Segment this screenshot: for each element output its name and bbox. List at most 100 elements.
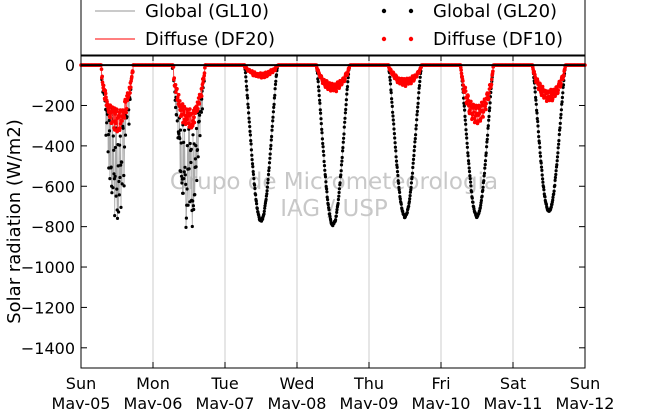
global-gl20-point xyxy=(179,141,183,145)
global-gl20-point xyxy=(464,132,468,136)
global-gl20-point xyxy=(479,203,483,207)
global-gl20-point xyxy=(180,181,184,185)
global-gl20-point xyxy=(184,216,188,220)
diffuse-df10-point xyxy=(559,81,563,86)
diffuse-df10-point xyxy=(129,85,133,90)
x-tick-label-day: Sun xyxy=(570,374,600,393)
global-gl20-point xyxy=(535,111,539,115)
diffuse-df10-point xyxy=(487,91,491,95)
diffuse-df10-point xyxy=(180,102,185,106)
global-gl20-point xyxy=(561,85,565,89)
global-gl20-point xyxy=(488,101,492,105)
diffuse-df10-point xyxy=(468,108,472,112)
global-gl20-point xyxy=(533,86,537,90)
diffuse-df10-point xyxy=(103,88,108,93)
global-gl20-point xyxy=(177,132,181,136)
global-gl20-point xyxy=(189,160,193,165)
global-gl20-point xyxy=(414,123,418,127)
global-gl20-point xyxy=(554,169,558,173)
global-gl20-point xyxy=(555,155,560,159)
global-gl20-point xyxy=(560,102,564,106)
global-gl20-point xyxy=(255,206,259,211)
global-gl20-point xyxy=(413,140,417,144)
global-gl20-point xyxy=(325,195,329,199)
global-gl20-point xyxy=(105,121,109,125)
diffuse-df10-point xyxy=(486,96,491,100)
diffuse-df10-point xyxy=(484,107,488,112)
global-gl20-point xyxy=(558,121,562,125)
global-gl20-point xyxy=(559,108,564,112)
global-gl20-point xyxy=(179,169,183,174)
global-gl20-point xyxy=(408,194,412,198)
global-gl20-point xyxy=(339,169,343,173)
global-gl20-point xyxy=(555,163,559,167)
global-gl20-point xyxy=(410,171,415,175)
global-gl20-point xyxy=(343,120,347,124)
global-gl20-point xyxy=(557,142,561,146)
diffuse-df10-point xyxy=(562,73,566,77)
global-gl20-point xyxy=(417,86,421,90)
global-gl20-point xyxy=(388,75,392,79)
global-gl20-point xyxy=(271,115,275,119)
global-gl20-point xyxy=(342,132,346,136)
global-gl20-point xyxy=(121,126,125,130)
global-gl20-point xyxy=(484,153,488,158)
diffuse-df10-point xyxy=(176,92,181,97)
diffuse-df10-point xyxy=(535,79,540,83)
y-tick-label: −600 xyxy=(31,177,75,196)
x-axis: SunMay-05MonMay-06TueMay-07WedMay-08ThuM… xyxy=(52,55,614,409)
global-gl20-point xyxy=(536,119,540,124)
diffuse-df10-point xyxy=(556,88,560,93)
global-gl20-point xyxy=(266,181,270,185)
global-gl20-point xyxy=(417,91,421,95)
global-gl20-point xyxy=(325,187,329,191)
global-gl20-point xyxy=(418,75,422,79)
global-gl20-point xyxy=(388,82,393,86)
global-gl20-point xyxy=(336,197,340,202)
global-gl20-point xyxy=(487,118,491,122)
global-gl20-point xyxy=(463,114,467,118)
global-gl20-point xyxy=(320,137,324,141)
global-gl20-point xyxy=(482,171,487,175)
global-gl20-point xyxy=(321,145,325,149)
legend-swatch-global-gl20-dot-2 xyxy=(408,8,414,14)
global-gl20-point xyxy=(265,189,269,193)
global-gl20-point xyxy=(470,190,474,194)
global-gl20-point xyxy=(411,157,416,161)
global-gl20-point xyxy=(323,175,328,179)
global-gl20-point xyxy=(191,199,195,203)
global-gl20-point xyxy=(408,190,412,194)
global-gl20-point xyxy=(319,111,323,115)
global-gl20-point xyxy=(552,192,556,196)
global-gl20-point xyxy=(254,199,258,203)
global-gl20-point xyxy=(245,88,249,92)
global-gl20-point xyxy=(345,87,349,92)
global-gl20-point xyxy=(540,173,544,177)
global-gl20-point xyxy=(246,102,250,106)
diffuse-df10-point xyxy=(481,115,485,119)
legend-frame xyxy=(80,0,586,57)
global-gl20-point xyxy=(394,155,398,159)
global-gl20-point xyxy=(391,114,395,118)
global-gl20-point xyxy=(181,191,185,195)
global-gl20-point xyxy=(197,119,201,123)
diffuse-df10-point xyxy=(192,120,197,125)
global-gl20-point xyxy=(318,98,322,102)
y-tick-label: −1200 xyxy=(21,298,75,317)
global-gl20-point xyxy=(318,101,322,105)
global-gl20-point xyxy=(556,146,560,150)
global-gl20-point xyxy=(416,96,420,100)
global-gl20-point xyxy=(194,165,198,169)
global-gl20-point xyxy=(272,105,276,109)
diffuse-df10-point xyxy=(172,76,176,80)
global-gl20-point xyxy=(183,173,187,177)
global-gl20-point xyxy=(110,191,114,195)
global-gl20-point xyxy=(537,141,542,145)
diffuse-df10-point xyxy=(343,77,347,81)
y-tick-label: −800 xyxy=(31,218,75,237)
global-gl20-point xyxy=(392,122,396,126)
x-tick-label-date: May-06 xyxy=(124,394,183,409)
diffuse-df10-point xyxy=(182,110,186,114)
global-gl20-point xyxy=(187,167,191,171)
